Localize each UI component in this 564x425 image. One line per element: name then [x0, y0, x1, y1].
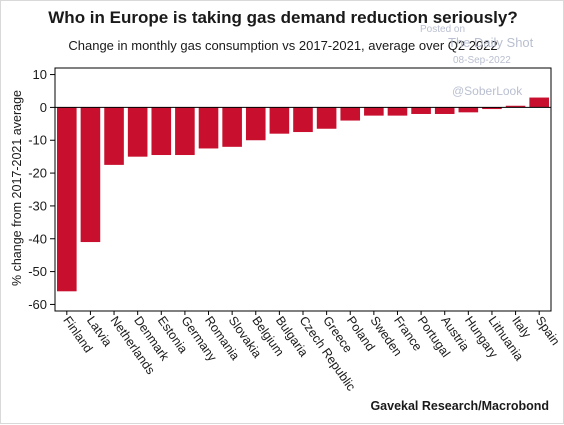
bar-latvia	[80, 107, 101, 243]
bar-italy	[505, 105, 526, 108]
y-tick-label: -60	[28, 297, 47, 312]
source-note: Gavekal Research/Macrobond	[370, 399, 549, 413]
chart-title: Who in Europe is taking gas demand reduc…	[48, 8, 518, 27]
bar-denmark	[127, 107, 148, 157]
y-tick-label: 10	[33, 67, 47, 82]
bar-greece	[316, 107, 337, 129]
watermark-brand: The Daily Shot	[448, 35, 534, 50]
bar-sweden	[364, 107, 384, 116]
plot-border	[54, 67, 552, 312]
x-labels-group: FinlandLatviaNetherlandsDenmarkEstoniaGe…	[60, 311, 563, 393]
bar-portugal	[411, 107, 431, 114]
axes-group	[54, 67, 552, 312]
y-ticks-group: 10 0 -10 -20 -30 -40 -50 -60	[28, 67, 55, 312]
bar-germany	[175, 107, 195, 156]
bar-estonia	[151, 107, 172, 156]
bar-belgium	[245, 107, 266, 141]
watermark-handle: @SoberLook	[452, 84, 523, 98]
bar-finland	[57, 107, 77, 292]
y-tick-label: 0	[40, 100, 47, 115]
bar-hungary	[458, 107, 479, 113]
y-tick-label: -20	[28, 166, 47, 181]
bar-france	[387, 107, 408, 116]
bar-romania	[198, 107, 219, 149]
bar-poland	[340, 107, 361, 121]
bar-lithuania	[482, 107, 502, 110]
chart-subtitle: Change in monthly gas consumption vs 201…	[68, 38, 498, 53]
watermark-date: 08-Sep-2022	[453, 55, 511, 66]
y-tick-label: -10	[28, 133, 47, 148]
bar-spain	[529, 97, 549, 108]
y-axis-label: % change from 2017-2021 average	[10, 90, 24, 286]
y-tick-label: -50	[28, 264, 47, 279]
watermark-posted-on: Posted on	[420, 24, 466, 35]
bar-bulgaria	[269, 107, 290, 134]
bar-slovakia	[222, 107, 242, 147]
y-tick-label: -40	[28, 231, 47, 246]
bar-czech-republic	[293, 107, 313, 133]
x-tick-label: Spain	[533, 314, 563, 348]
y-tick-label: -30	[28, 198, 47, 213]
bar-austria	[434, 107, 455, 114]
bar-netherlands	[104, 107, 124, 165]
bars-group	[57, 97, 549, 292]
